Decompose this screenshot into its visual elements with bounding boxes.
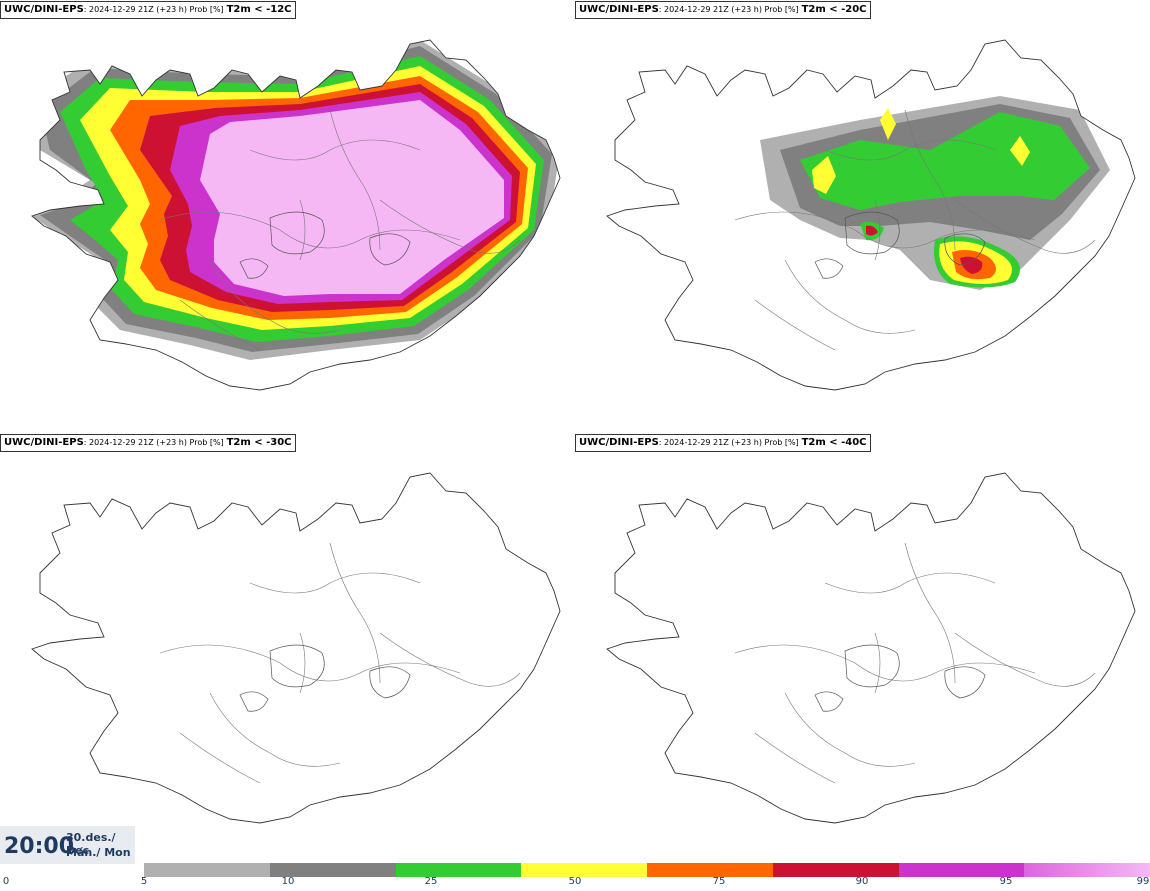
glacier-outline (269, 644, 325, 688)
colorbar-segment (395, 863, 522, 877)
river-or-border-line (734, 211, 1036, 249)
river-or-border-line (824, 572, 996, 594)
river-or-border-line (784, 259, 916, 334)
panel-title-4: UWC/DINI-EPS: 2024-12-29 21Z (+23 h) Pro… (575, 434, 871, 452)
glacier-outline (369, 666, 411, 699)
river-or-border-line (874, 632, 881, 694)
river-or-border-line (299, 632, 306, 694)
coastline-outline (31, 39, 561, 391)
river-or-border-line (954, 632, 1096, 687)
river-or-border-line (734, 644, 1036, 682)
glacier-outline (844, 211, 900, 255)
panel-title-2: UWC/DINI-EPS: 2024-12-29 21Z (+23 h) Pro… (575, 1, 871, 19)
coastline-outline (31, 472, 561, 824)
colorbar-tick-label: 90 (855, 876, 869, 887)
glacier-outline (269, 211, 325, 255)
probability-contour (1010, 136, 1030, 166)
river-or-border-line (179, 299, 261, 351)
river-or-border-line (159, 211, 461, 249)
river-or-border-line (329, 542, 381, 684)
panel-title-3: UWC/DINI-EPS: 2024-12-29 21Z (+23 h) Pro… (0, 434, 296, 452)
river-or-border-line (299, 199, 306, 261)
river-or-border-line (209, 259, 341, 334)
river-or-border-line (904, 109, 956, 251)
glacier-outline (814, 258, 844, 279)
river-or-border-line (904, 542, 956, 684)
probability-contour (880, 108, 896, 140)
map-panel-2: UWC/DINI-EPS: 2024-12-29 21Z (+23 h) Pro… (575, 0, 1150, 433)
valid-time-box: 20:00 30.des./ Dec Mán./ Mon (0, 826, 135, 864)
coastline-outline (606, 472, 1136, 824)
colorbar-tick-label: 95 (999, 876, 1013, 887)
glacier-outline (369, 233, 411, 266)
colorbar-tick-label: 99 (1136, 876, 1150, 887)
probability-contour (866, 225, 878, 236)
colorbar-segment (1024, 863, 1150, 877)
probability-contour (812, 156, 836, 194)
colorbar-tick-label: 10 (281, 876, 295, 887)
colorbar-tick-label: 50 (568, 876, 582, 887)
river-or-border-line (754, 732, 836, 784)
valid-date-line1: 30.des./ Dec (66, 831, 116, 857)
colorbar-tick-label: 25 (424, 876, 438, 887)
probability-field (32, 40, 560, 360)
colorbar-segment (647, 863, 773, 877)
iceland-map-2 (606, 39, 1136, 391)
map-panel-3: UWC/DINI-EPS: 2024-12-29 21Z (+23 h) Pro… (0, 433, 575, 866)
glacier-outline (944, 666, 986, 699)
river-or-border-line (954, 199, 1096, 254)
colorbar-segment (772, 863, 899, 877)
river-or-border-line (754, 299, 836, 351)
iceland-map-1 (31, 39, 561, 391)
colorbar-tick-label: 0 (2, 876, 10, 887)
iceland-map-4 (606, 472, 1136, 824)
iceland-map-3 (31, 472, 561, 824)
river-or-border-line (249, 139, 421, 161)
river-or-border-line (179, 732, 261, 784)
probability-contour (960, 256, 983, 274)
map-panel-1: UWC/DINI-EPS: 2024-12-29 21Z (+23 h) Pro… (0, 0, 575, 433)
river-or-border-line (159, 644, 461, 682)
river-or-border-line (824, 139, 996, 161)
river-or-border-line (329, 109, 381, 251)
river-or-border-line (379, 199, 521, 254)
river-or-border-line (249, 572, 421, 594)
panel-title-1: UWC/DINI-EPS: 2024-12-29 21Z (+23 h) Pro… (0, 1, 296, 19)
probability-field (760, 96, 1110, 290)
colorbar-segment (269, 863, 396, 877)
glacier-outline (239, 691, 269, 712)
colorbar-segment (521, 863, 647, 877)
colorbar-tick-label: 75 (712, 876, 726, 887)
map-panel-4: UWC/DINI-EPS: 2024-12-29 21Z (+23 h) Pro… (575, 433, 1150, 866)
colorbar-segment (144, 863, 270, 877)
glacier-outline (814, 691, 844, 712)
river-or-border-line (874, 199, 881, 261)
colorbar-segment (898, 863, 1025, 877)
colorbar-tick-label: 5 (140, 876, 148, 887)
probability-colorbar (144, 863, 1150, 877)
probability-contour (800, 112, 1090, 210)
river-or-border-line (379, 632, 521, 687)
river-or-border-line (209, 692, 341, 767)
probability-contour (200, 100, 504, 296)
glacier-outline (844, 644, 900, 688)
valid-time-clock: 20:00 (4, 834, 75, 859)
river-or-border-line (784, 692, 916, 767)
glacier-outline (944, 233, 986, 266)
glacier-outline (239, 258, 269, 279)
coastline-outline (606, 39, 1136, 391)
valid-date-line2: Mán./ Mon (66, 846, 131, 859)
